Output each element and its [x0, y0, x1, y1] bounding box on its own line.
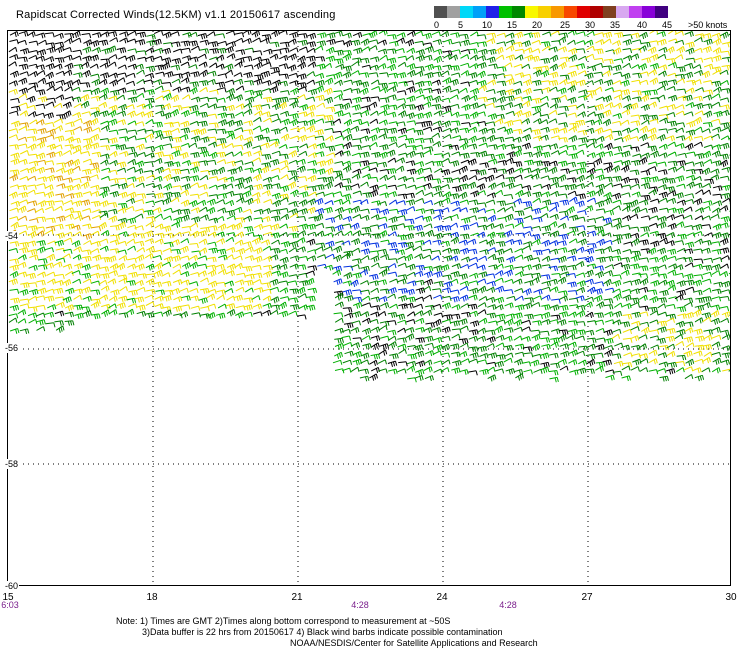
legend-label: 40	[637, 20, 648, 30]
wind-plot-area	[7, 30, 731, 586]
legend-swatch	[577, 6, 590, 18]
legend-swatch	[486, 6, 499, 18]
lat-label: -56	[4, 343, 20, 353]
legend-label: 35	[610, 20, 621, 30]
legend-label: 30	[585, 20, 596, 30]
legend-swatch	[551, 6, 564, 18]
lon-label: 21	[291, 592, 303, 603]
lon-label: 24	[436, 592, 448, 603]
legend-color-scale	[434, 6, 668, 18]
time-label: 6:03	[1, 600, 19, 610]
legend-swatch	[473, 6, 486, 18]
legend-swatch	[590, 6, 603, 18]
legend-swatch	[655, 6, 668, 18]
legend-swatch	[564, 6, 577, 18]
legend-label: 45	[662, 20, 673, 30]
wind-barbs-layer	[8, 31, 730, 585]
legend-swatch	[616, 6, 629, 18]
legend-swatch	[447, 6, 460, 18]
legend-label: 5	[458, 20, 464, 30]
time-label: 4:28	[351, 600, 369, 610]
legend-swatch	[603, 6, 616, 18]
legend-label: 25	[560, 20, 571, 30]
lat-label: -54	[4, 231, 20, 241]
legend-label: >50 knots	[688, 20, 728, 30]
note-line: Note: 1) Times are GMT 2)Times along bot…	[116, 616, 451, 626]
legend-label: 0	[434, 20, 440, 30]
lon-label: 18	[146, 592, 158, 603]
time-label: 4:28	[499, 600, 517, 610]
legend-label: 10	[482, 20, 493, 30]
map-title: Rapidscat Corrected Winds(12.5KM) v1.1 2…	[16, 9, 336, 21]
legend-swatch	[499, 6, 512, 18]
lon-label: 27	[581, 592, 593, 603]
legend-swatch	[525, 6, 538, 18]
lon-label: 15	[2, 592, 14, 603]
legend-swatch	[629, 6, 642, 18]
lat-label: -60	[4, 581, 20, 591]
legend-label: 20	[532, 20, 543, 30]
legend-swatch	[460, 6, 473, 18]
legend-label: 15	[507, 20, 518, 30]
note-line: 3)Data buffer is 22 hrs from 20150617 4)…	[142, 627, 503, 637]
graticule	[8, 31, 730, 585]
lat-label: -58	[4, 459, 20, 469]
lon-label: 30	[725, 592, 737, 603]
wind-barbs	[8, 31, 730, 383]
legend-swatch	[642, 6, 655, 18]
legend-swatch	[512, 6, 525, 18]
legend-swatch	[434, 6, 447, 18]
legend-swatch	[538, 6, 551, 18]
note-line: NOAA/NESDIS/Center for Satellite Applica…	[290, 638, 538, 648]
